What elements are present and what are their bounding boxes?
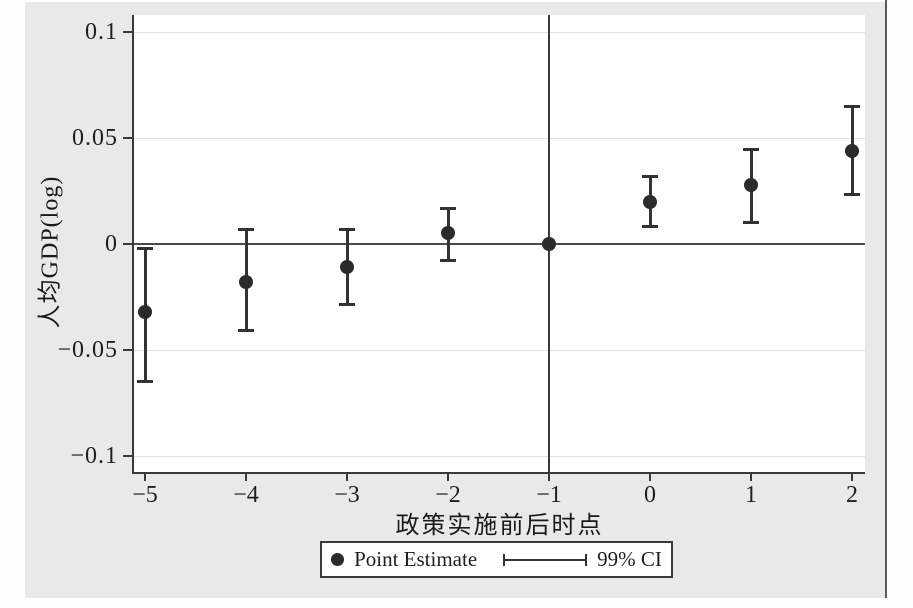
- ci-cap-top: [440, 206, 456, 210]
- legend-label-point-estimate: Point Estimate: [354, 547, 478, 571]
- legend-label-ci: 99% CI: [597, 547, 662, 571]
- gridline: [134, 456, 865, 457]
- y-axis-tick-label: 0: [105, 231, 118, 257]
- figure-right-border: [885, 0, 887, 598]
- zero-reference-line: [134, 243, 865, 245]
- y-axis-tick: [123, 349, 132, 351]
- gridline: [134, 138, 865, 139]
- y-axis-tick: [123, 455, 132, 457]
- x-axis-tick-label: −1: [536, 482, 562, 508]
- y-axis-tick: [123, 137, 132, 139]
- ci-cap-bottom: [339, 303, 355, 307]
- x-axis-tick: [548, 472, 550, 481]
- ci-cap-top: [137, 247, 153, 251]
- x-axis-tick-label: −2: [435, 482, 461, 508]
- plot-area: 政策实施前后时点 0.1 0.05 0 −0.05 −0.1 −5 −4 −3 −2 −1 0 1 2: [57, 15, 865, 539]
- x-axis-tick: [750, 472, 752, 481]
- ci-bar-icon: [503, 553, 588, 567]
- x-axis-tick-label: −4: [233, 482, 259, 508]
- x-axis-tick: [649, 472, 651, 481]
- ci-cap-top: [844, 105, 860, 109]
- x-axis-tick: [447, 472, 449, 481]
- gridline: [134, 32, 865, 33]
- data-point: [441, 226, 455, 241]
- x-axis-tick-label: 0: [644, 482, 656, 508]
- data-point: [138, 304, 152, 319]
- x-axis-tick: [346, 472, 348, 481]
- y-axis-tick-label: −0.05: [57, 337, 118, 363]
- x-axis-tick: [245, 472, 247, 481]
- y-axis-title: 人均GDP(log): [37, 175, 64, 329]
- ci-cap-bottom: [844, 193, 860, 197]
- y-axis-tick-label: 0.1: [85, 19, 118, 45]
- data-point: [542, 237, 556, 251]
- data-point: [340, 260, 354, 275]
- ci-cap-bottom: [238, 328, 254, 332]
- ci-cap-top: [642, 175, 658, 179]
- ci-cap-top: [743, 147, 759, 151]
- x-axis-tick: [144, 472, 146, 481]
- ci-cap-bottom: [440, 258, 456, 262]
- legend-item-point-estimate: Point Estimate: [331, 547, 477, 572]
- point-marker-icon: [331, 553, 345, 566]
- ci-cap-bottom: [642, 225, 658, 229]
- y-axis-tick: [123, 31, 132, 33]
- data-point: [643, 194, 657, 209]
- x-axis-tick-label: −5: [132, 482, 158, 508]
- y-axis-tick: [123, 243, 132, 245]
- legend-item-ci: 99% CI: [503, 547, 662, 572]
- ci-cap-bottom: [137, 379, 153, 383]
- x-axis-tick-label: −3: [334, 482, 360, 508]
- x-axis-tick-label: 2: [846, 482, 858, 508]
- y-axis-tick-label: −0.1: [70, 443, 118, 469]
- data-point: [239, 275, 253, 290]
- x-axis-tick: [851, 472, 853, 481]
- ci-cap-top: [238, 228, 254, 232]
- x-axis-tick-label: 1: [745, 482, 757, 508]
- ci-cap-bottom: [743, 220, 759, 224]
- data-point: [744, 177, 758, 192]
- ci-cap-top: [339, 228, 355, 232]
- gridline: [134, 350, 865, 351]
- data-point: [845, 143, 859, 158]
- y-axis-tick-label: 0.05: [72, 125, 118, 151]
- legend-box: Point Estimate 99% CI: [320, 541, 673, 578]
- x-axis-title: 政策实施前后时点: [395, 513, 604, 539]
